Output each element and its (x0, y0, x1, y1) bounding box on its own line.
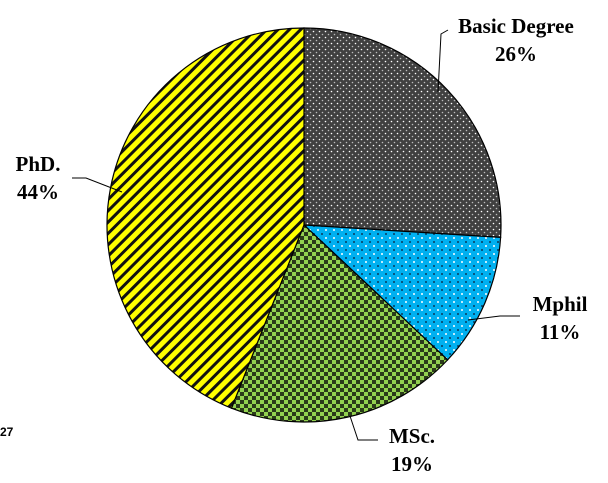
leader-line (349, 415, 378, 441)
leader-line (467, 315, 520, 321)
slice-label: PhD. (16, 152, 61, 176)
value-label: 44% (17, 180, 59, 204)
leader-line (72, 177, 123, 193)
value-label: 19% (391, 452, 433, 476)
slices (106, 27, 502, 423)
pie-slice (303, 27, 502, 239)
slice-label: Mphil (533, 292, 588, 316)
pie-slice (302, 224, 502, 361)
pie-slice (230, 223, 449, 423)
slice-label: Basic Degree (458, 14, 574, 38)
slice-label: MSc. (389, 424, 435, 448)
pie-slice (106, 27, 305, 409)
leader-lines (72, 29, 520, 441)
leader-line (437, 29, 449, 93)
value-label: 26% (495, 42, 537, 66)
value-label: 11% (540, 320, 581, 344)
annotation: 27 (0, 425, 14, 439)
